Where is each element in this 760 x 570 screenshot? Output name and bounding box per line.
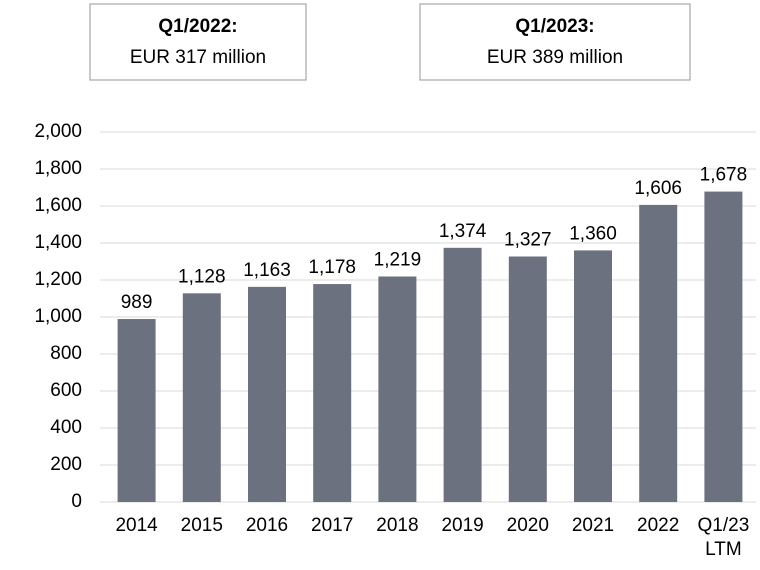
- bar: [313, 284, 352, 502]
- y-tick-label: 2,000: [34, 121, 82, 142]
- bar: [378, 276, 417, 502]
- y-tick-label: 800: [50, 343, 82, 364]
- x-tick-label: 2016: [246, 515, 288, 536]
- annotation-box: [89, 3, 307, 81]
- data-label: 1,178: [308, 257, 356, 278]
- data-label: 1,678: [700, 165, 748, 186]
- data-label: 1,163: [243, 260, 291, 281]
- annotation-box: [419, 3, 691, 81]
- bar: [182, 293, 221, 502]
- x-tick-label: 2014: [115, 515, 158, 536]
- x-tick-label: 2019: [441, 515, 483, 536]
- y-tick-label: 200: [50, 454, 82, 475]
- data-label: 1,360: [569, 223, 617, 244]
- y-tick-label: 1,800: [34, 158, 82, 179]
- data-label: 1,606: [634, 178, 682, 199]
- x-tick-label: 2015: [181, 515, 223, 536]
- x-tick-label: 2017: [311, 515, 353, 536]
- y-tick-label: 1,600: [34, 195, 82, 216]
- y-tick-label: 600: [50, 380, 82, 401]
- y-tick-label: 400: [50, 417, 82, 438]
- annotation-text: EUR 317 million: [130, 47, 266, 68]
- bar: [117, 319, 156, 502]
- data-label: 989: [121, 292, 153, 313]
- data-label: 1,219: [374, 250, 422, 271]
- bar: [508, 256, 547, 502]
- bar: [704, 191, 743, 502]
- y-tick-label: 1,200: [34, 269, 82, 290]
- x-tick-label: 2022: [637, 515, 679, 536]
- bar: [248, 286, 286, 502]
- data-label: 1,128: [178, 266, 226, 287]
- bar: [574, 250, 612, 502]
- x-tick-label: Q1/23 LTM: [698, 515, 750, 560]
- data-label: 1,374: [439, 221, 487, 242]
- y-tick-label: 1,400: [34, 232, 82, 253]
- bar: [443, 247, 482, 502]
- annotation-text: EUR 389 million: [487, 47, 623, 68]
- x-tick-label: 2018: [376, 515, 418, 536]
- bar: [639, 204, 678, 502]
- x-tick-label: 2021: [572, 515, 614, 536]
- annotation-title: Q1/2023:: [515, 16, 594, 37]
- x-tick-label: 2020: [507, 515, 549, 536]
- annotation-title: Q1/2022:: [158, 16, 237, 37]
- data-label: 1,327: [504, 230, 552, 251]
- y-tick-label: 0: [71, 491, 82, 512]
- y-tick-label: 1,000: [34, 306, 82, 327]
